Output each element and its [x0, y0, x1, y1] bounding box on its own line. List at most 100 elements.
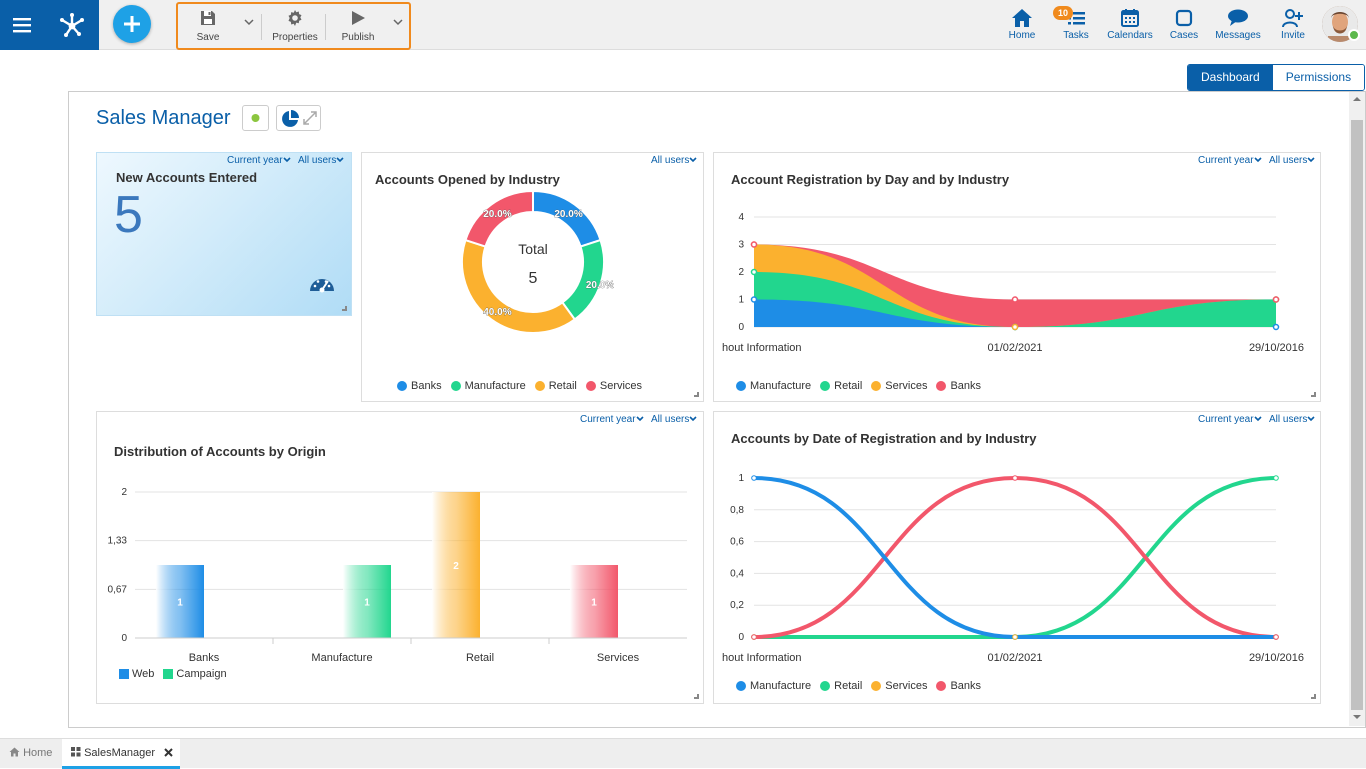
area-point[interactable]: [1272, 323, 1280, 331]
status-button[interactable]: [242, 105, 269, 131]
line-series-manufacture[interactable]: [753, 476, 1276, 639]
view-toggle: Dashboard Permissions: [1187, 64, 1366, 91]
y-tick-label: 0,6: [730, 537, 744, 548]
scroll-down-arrow-icon[interactable]: [1353, 714, 1361, 720]
legend-item[interactable]: Banks: [936, 680, 981, 692]
legend-item[interactable]: Retail: [820, 680, 862, 692]
nav-home[interactable]: Home: [1004, 8, 1040, 48]
properties-button[interactable]: Properties: [266, 4, 324, 48]
chevron-down-icon: [1307, 157, 1315, 163]
logo-icon: [59, 13, 84, 37]
legend-item[interactable]: Campaign: [163, 668, 227, 680]
area-point[interactable]: [1011, 323, 1019, 331]
legend-item[interactable]: Services: [585, 380, 642, 392]
users-filter[interactable]: All users: [651, 414, 697, 425]
period-filter-label: Current year: [227, 155, 283, 166]
bar-banks[interactable]: [156, 565, 204, 638]
area-series-manufacture[interactable]: [754, 299, 1276, 328]
legend-item[interactable]: Manufacture: [736, 380, 811, 392]
bottom-tab-salesmanager-label: SalesManager: [84, 747, 155, 759]
new-accounts-widget: [96, 152, 352, 316]
line-point[interactable]: [1273, 475, 1279, 481]
chart-options-button[interactable]: [276, 105, 321, 131]
bar-manufacture[interactable]: [343, 565, 391, 638]
publish-options-dropdown[interactable]: [388, 4, 408, 48]
period-filter[interactable]: Current year: [580, 414, 644, 425]
publish-button[interactable]: Publish: [330, 4, 386, 48]
scroll-up-arrow-icon[interactable]: [1353, 96, 1361, 102]
expand-icon: [303, 111, 317, 125]
properties-label: Properties: [272, 32, 318, 43]
y-tick-label: 3: [738, 240, 744, 251]
save-button[interactable]: Save: [182, 4, 234, 48]
nav-calendars[interactable]: Calendars: [1106, 8, 1154, 48]
legend-label: Manufacture: [750, 380, 812, 392]
add-button[interactable]: [113, 5, 151, 43]
legend-label: Services: [885, 680, 928, 692]
line-point[interactable]: [1273, 634, 1279, 640]
legend-label: Banks: [950, 380, 982, 392]
bottom-tab-home[interactable]: Home: [0, 739, 62, 769]
save-label: Save: [196, 32, 220, 43]
chevron-down-icon: [244, 19, 254, 26]
home-icon: [9, 747, 20, 757]
resize-handle[interactable]: [694, 392, 699, 397]
legend-item[interactable]: Services: [871, 380, 927, 392]
period-filter[interactable]: Current year: [1198, 414, 1262, 425]
area-point[interactable]: [750, 268, 758, 276]
legend-item[interactable]: Retail: [820, 380, 862, 392]
nav-cases[interactable]: Cases: [1166, 8, 1202, 48]
area-point[interactable]: [750, 296, 758, 303]
y-tick-label: 4: [738, 212, 744, 223]
bar-retail[interactable]: [432, 492, 480, 638]
area-point[interactable]: [750, 241, 758, 248]
y-tick-label: 0: [738, 322, 744, 333]
area-point[interactable]: [1011, 296, 1019, 303]
legend-item[interactable]: Services: [871, 680, 927, 692]
donut-slice-label: 20.0%: [483, 209, 511, 220]
line-point[interactable]: [751, 475, 757, 481]
gear-icon: [288, 10, 302, 26]
tab-permissions[interactable]: Permissions: [1272, 65, 1365, 90]
donut-center-value: 5: [528, 270, 538, 287]
app-logo[interactable]: [44, 0, 99, 50]
line-point[interactable]: [1012, 634, 1018, 640]
period-filter[interactable]: Current year: [1198, 155, 1262, 166]
users-filter[interactable]: All users: [298, 155, 344, 166]
scrollbar-thumb[interactable]: [1351, 120, 1363, 710]
area-point[interactable]: [1272, 296, 1280, 303]
legend-label: Manufacture: [750, 680, 812, 692]
line-point[interactable]: [1012, 475, 1018, 481]
resize-handle[interactable]: [1311, 694, 1316, 699]
users-filter[interactable]: All users: [651, 155, 697, 166]
resize-handle[interactable]: [1311, 392, 1316, 397]
hamburger-menu-button[interactable]: [0, 0, 44, 50]
bottom-tab-salesmanager[interactable]: SalesManager: [62, 739, 180, 769]
legend-item[interactable]: Manufacture: [450, 380, 526, 392]
period-filter[interactable]: Current year: [227, 155, 291, 166]
resize-handle[interactable]: [342, 306, 347, 311]
add-user-icon: [1282, 9, 1303, 28]
legend-label: Banks: [950, 680, 982, 692]
close-icon[interactable]: [164, 748, 173, 757]
donut-slice-services[interactable]: [464, 189, 534, 248]
area-chart: 0 1 2 3 4 hout Information 01/02/2021 29/10/201…: [722, 212, 1304, 354]
line-point[interactable]: [751, 634, 757, 640]
donut-legend: Banks Manufacture Retail Services: [397, 380, 651, 392]
users-filter[interactable]: All users: [1269, 414, 1315, 425]
users-filter[interactable]: All users: [1269, 155, 1315, 166]
legend-item[interactable]: Retail: [534, 380, 577, 392]
nav-messages[interactable]: Messages: [1214, 8, 1262, 48]
legend-item[interactable]: Banks: [397, 380, 442, 392]
save-options-dropdown[interactable]: [238, 4, 260, 48]
nav-invite[interactable]: Invite: [1276, 8, 1310, 48]
legend-item[interactable]: Banks: [936, 380, 981, 392]
tab-dashboard[interactable]: Dashboard: [1188, 65, 1273, 90]
nav-tasks-label: Tasks: [1063, 30, 1089, 41]
user-avatar[interactable]: [1322, 6, 1358, 42]
legend-label: Retail: [548, 380, 577, 392]
legend-item[interactable]: Web: [119, 668, 154, 680]
legend-item[interactable]: Manufacture: [736, 680, 811, 692]
resize-handle[interactable]: [694, 694, 699, 699]
bar-services[interactable]: [570, 565, 618, 638]
